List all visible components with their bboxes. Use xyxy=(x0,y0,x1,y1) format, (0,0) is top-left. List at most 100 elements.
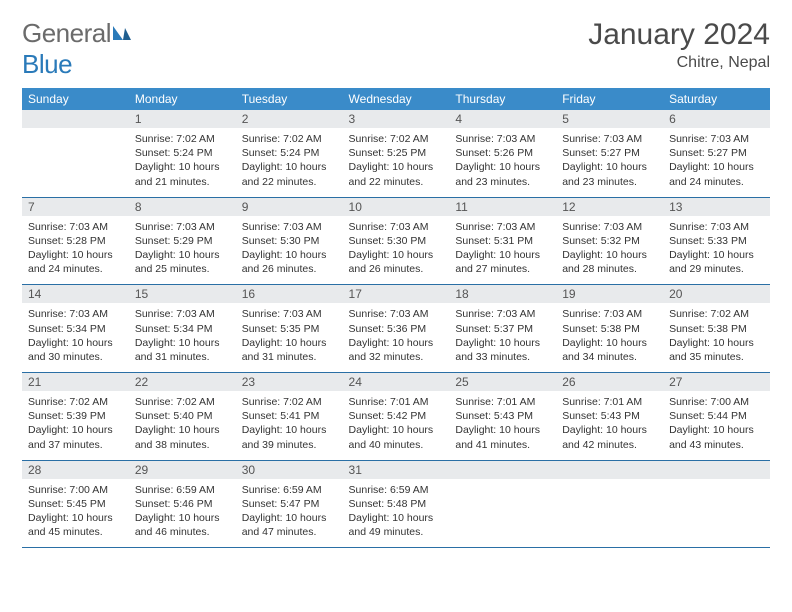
daylight-label: Daylight: 10 hours xyxy=(135,160,230,174)
sunset-label: Sunset: 5:44 PM xyxy=(669,409,764,423)
sunrise-label: Sunrise: 7:03 AM xyxy=(135,307,230,321)
daylight-label: and 29 minutes. xyxy=(669,262,764,276)
sunset-label: Sunset: 5:30 PM xyxy=(349,234,444,248)
daylight-label: and 23 minutes. xyxy=(562,175,657,189)
day-number-empty xyxy=(449,461,556,480)
sunrise-label: Sunrise: 7:02 AM xyxy=(669,307,764,321)
day-info: Sunrise: 7:03 AMSunset: 5:28 PMDaylight:… xyxy=(22,217,129,285)
day-number: 23 xyxy=(236,373,343,392)
sunrise-label: Sunrise: 6:59 AM xyxy=(349,483,444,497)
weekday-sun: Sunday xyxy=(22,88,129,110)
daylight-label: Daylight: 10 hours xyxy=(455,248,550,262)
sunset-label: Sunset: 5:37 PM xyxy=(455,322,550,336)
day-number-empty xyxy=(663,461,770,480)
day-info: Sunrise: 7:02 AMSunset: 5:40 PMDaylight:… xyxy=(129,392,236,460)
daylight-label: Daylight: 10 hours xyxy=(455,423,550,437)
daylight-label: and 33 minutes. xyxy=(455,350,550,364)
daylight-label: and 21 minutes. xyxy=(135,175,230,189)
calendar-cell: 23Sunrise: 7:02 AMSunset: 5:41 PMDayligh… xyxy=(236,373,343,461)
day-number: 9 xyxy=(236,198,343,217)
sunset-label: Sunset: 5:43 PM xyxy=(455,409,550,423)
sunrise-label: Sunrise: 7:02 AM xyxy=(242,395,337,409)
sunrise-label: Sunrise: 7:03 AM xyxy=(669,220,764,234)
sunset-label: Sunset: 5:47 PM xyxy=(242,497,337,511)
sunset-label: Sunset: 5:43 PM xyxy=(562,409,657,423)
daylight-label: Daylight: 10 hours xyxy=(455,336,550,350)
sunset-label: Sunset: 5:46 PM xyxy=(135,497,230,511)
calendar-body: 1Sunrise: 7:02 AMSunset: 5:24 PMDaylight… xyxy=(22,110,770,548)
day-number: 12 xyxy=(556,198,663,217)
daylight-label: Daylight: 10 hours xyxy=(28,511,123,525)
daylight-label: and 27 minutes. xyxy=(455,262,550,276)
daylight-label: Daylight: 10 hours xyxy=(562,160,657,174)
calendar-cell xyxy=(22,110,129,197)
day-number: 17 xyxy=(343,285,450,304)
sunrise-label: Sunrise: 7:02 AM xyxy=(135,132,230,146)
day-info: Sunrise: 7:03 AMSunset: 5:30 PMDaylight:… xyxy=(236,217,343,285)
day-number: 20 xyxy=(663,285,770,304)
daylight-label: Daylight: 10 hours xyxy=(562,423,657,437)
logo-sail-icon xyxy=(111,18,133,49)
daylight-label: and 47 minutes. xyxy=(242,525,337,539)
sunrise-label: Sunrise: 7:01 AM xyxy=(455,395,550,409)
sunset-label: Sunset: 5:38 PM xyxy=(562,322,657,336)
sunset-label: Sunset: 5:28 PM xyxy=(28,234,123,248)
day-info: Sunrise: 7:02 AMSunset: 5:41 PMDaylight:… xyxy=(236,392,343,460)
sunset-label: Sunset: 5:26 PM xyxy=(455,146,550,160)
sunrise-label: Sunrise: 7:03 AM xyxy=(242,220,337,234)
logo-text: GeneralBlue xyxy=(22,18,133,80)
day-number: 31 xyxy=(343,461,450,480)
day-number: 26 xyxy=(556,373,663,392)
daylight-label: and 30 minutes. xyxy=(28,350,123,364)
daylight-label: and 26 minutes. xyxy=(242,262,337,276)
daylight-label: and 42 minutes. xyxy=(562,438,657,452)
day-number: 19 xyxy=(556,285,663,304)
sunset-label: Sunset: 5:48 PM xyxy=(349,497,444,511)
calendar-cell: 11Sunrise: 7:03 AMSunset: 5:31 PMDayligh… xyxy=(449,197,556,285)
calendar-row: 21Sunrise: 7:02 AMSunset: 5:39 PMDayligh… xyxy=(22,373,770,461)
daylight-label: and 24 minutes. xyxy=(28,262,123,276)
sunrise-label: Sunrise: 7:03 AM xyxy=(349,220,444,234)
day-number-empty xyxy=(556,461,663,480)
daylight-label: and 38 minutes. xyxy=(135,438,230,452)
day-info: Sunrise: 7:03 AMSunset: 5:30 PMDaylight:… xyxy=(343,217,450,285)
daylight-label: Daylight: 10 hours xyxy=(669,423,764,437)
day-number: 24 xyxy=(343,373,450,392)
calendar-cell: 5Sunrise: 7:03 AMSunset: 5:27 PMDaylight… xyxy=(556,110,663,197)
day-info: Sunrise: 7:03 AMSunset: 5:36 PMDaylight:… xyxy=(343,304,450,372)
daylight-label: Daylight: 10 hours xyxy=(135,423,230,437)
calendar-cell: 22Sunrise: 7:02 AMSunset: 5:40 PMDayligh… xyxy=(129,373,236,461)
sunset-label: Sunset: 5:38 PM xyxy=(669,322,764,336)
day-info: Sunrise: 7:02 AMSunset: 5:25 PMDaylight:… xyxy=(343,129,450,197)
daylight-label: Daylight: 10 hours xyxy=(242,336,337,350)
sunrise-label: Sunrise: 7:00 AM xyxy=(669,395,764,409)
daylight-label: and 34 minutes. xyxy=(562,350,657,364)
weekday-mon: Monday xyxy=(129,88,236,110)
day-number: 25 xyxy=(449,373,556,392)
calendar-row: 14Sunrise: 7:03 AMSunset: 5:34 PMDayligh… xyxy=(22,285,770,373)
daylight-label: and 37 minutes. xyxy=(28,438,123,452)
calendar-cell: 19Sunrise: 7:03 AMSunset: 5:38 PMDayligh… xyxy=(556,285,663,373)
logo: GeneralBlue xyxy=(22,18,133,80)
day-info-empty xyxy=(663,480,770,538)
sunrise-label: Sunrise: 7:03 AM xyxy=(455,132,550,146)
day-info: Sunrise: 7:01 AMSunset: 5:43 PMDaylight:… xyxy=(556,392,663,460)
calendar-cell: 3Sunrise: 7:02 AMSunset: 5:25 PMDaylight… xyxy=(343,110,450,197)
calendar-cell: 6Sunrise: 7:03 AMSunset: 5:27 PMDaylight… xyxy=(663,110,770,197)
daylight-label: and 22 minutes. xyxy=(242,175,337,189)
daylight-label: and 31 minutes. xyxy=(242,350,337,364)
day-number: 27 xyxy=(663,373,770,392)
daylight-label: and 45 minutes. xyxy=(28,525,123,539)
calendar-cell: 28Sunrise: 7:00 AMSunset: 5:45 PMDayligh… xyxy=(22,460,129,548)
daylight-label: and 46 minutes. xyxy=(135,525,230,539)
daylight-label: Daylight: 10 hours xyxy=(669,160,764,174)
daylight-label: Daylight: 10 hours xyxy=(28,248,123,262)
calendar-cell: 13Sunrise: 7:03 AMSunset: 5:33 PMDayligh… xyxy=(663,197,770,285)
day-number: 15 xyxy=(129,285,236,304)
daylight-label: and 22 minutes. xyxy=(349,175,444,189)
daylight-label: and 39 minutes. xyxy=(242,438,337,452)
sunset-label: Sunset: 5:27 PM xyxy=(669,146,764,160)
daylight-label: and 35 minutes. xyxy=(669,350,764,364)
day-info: Sunrise: 7:03 AMSunset: 5:33 PMDaylight:… xyxy=(663,217,770,285)
sunset-label: Sunset: 5:27 PM xyxy=(562,146,657,160)
